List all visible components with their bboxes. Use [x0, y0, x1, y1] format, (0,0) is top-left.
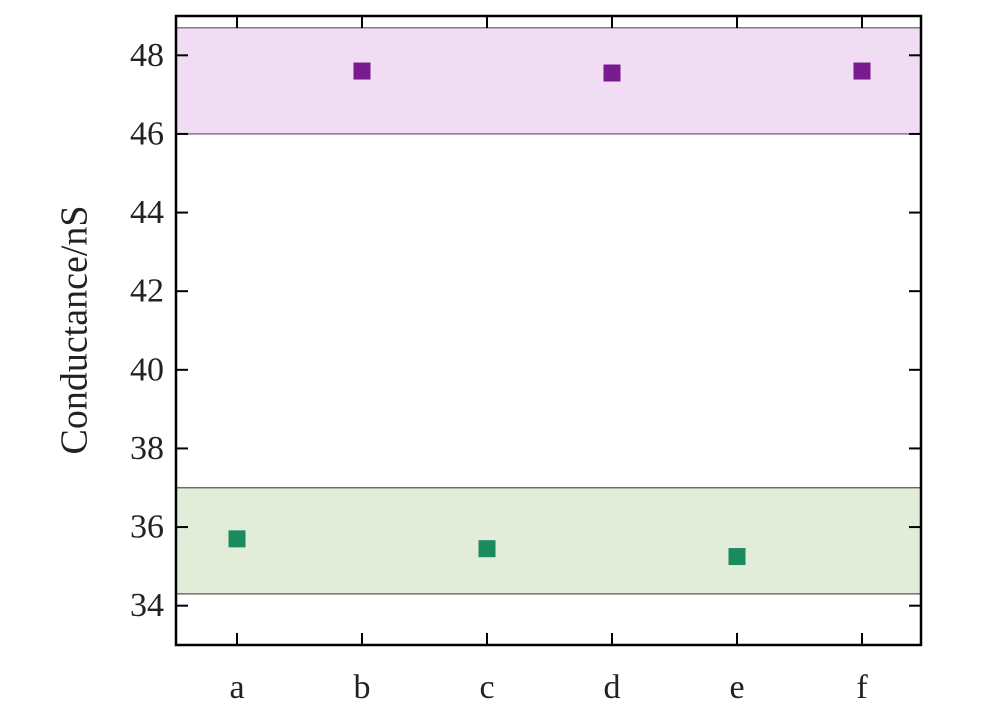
y-tick-label: 40: [130, 351, 164, 388]
data-point-series2-a: [228, 530, 246, 548]
data-point-series1-b: [353, 62, 371, 80]
shaded-band-1: [176, 27, 921, 134]
data-point-series2-e: [728, 548, 746, 566]
y-tick-label: 34: [130, 587, 164, 624]
y-tick-label: 38: [130, 430, 164, 467]
x-tick-label: e: [729, 669, 744, 706]
x-tick-label: a: [229, 669, 244, 706]
x-tick-label: b: [354, 669, 371, 706]
y-tick-label: 36: [130, 509, 164, 546]
band-layer: [176, 27, 921, 595]
y-tick-label: 46: [130, 115, 164, 152]
data-point-series1-f: [853, 62, 871, 80]
plot-frame: [174, 14, 923, 647]
x-tick-label: d: [604, 669, 621, 706]
x-tick-label: c: [479, 669, 494, 706]
y-tick-label: 44: [130, 194, 164, 231]
data-point-series1-d: [603, 64, 621, 82]
tick-layer: 34 36 38 40 42 44 46 48 a b c d e f: [130, 16, 921, 706]
x-tick-label: f: [856, 669, 868, 706]
y-tick-label: 42: [130, 273, 164, 310]
data-point-series2-c: [478, 540, 496, 558]
y-axis-label: Conductance/nS: [54, 205, 96, 454]
point-layer: [228, 62, 871, 566]
y-tick-label: 48: [130, 37, 164, 74]
shaded-band-2: [176, 487, 921, 594]
